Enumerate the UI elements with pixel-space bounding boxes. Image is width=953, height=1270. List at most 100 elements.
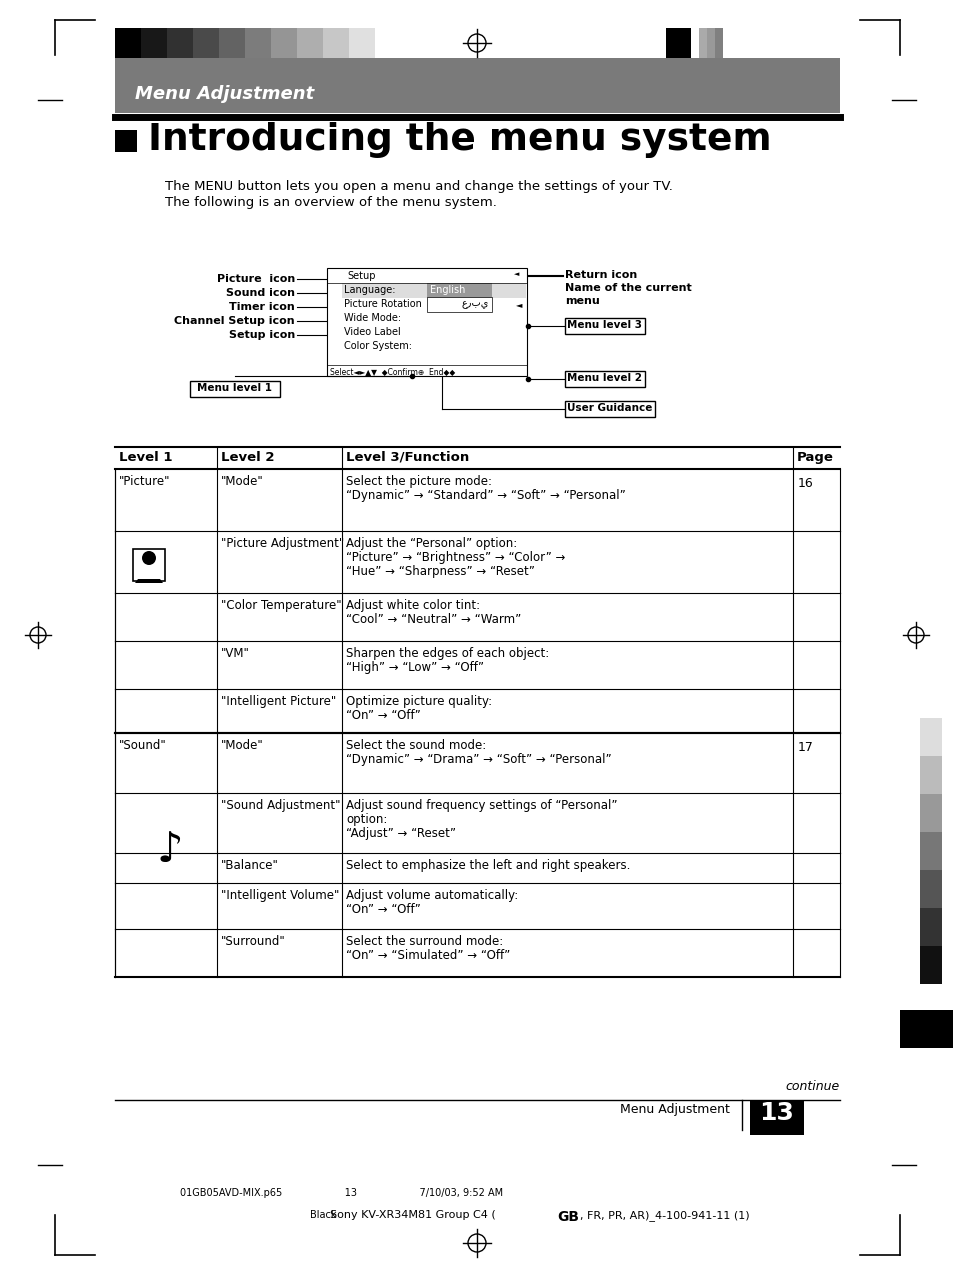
Text: Select the picture mode:: Select the picture mode:	[346, 475, 492, 488]
Text: Adjust white color tint:: Adjust white color tint:	[346, 599, 479, 612]
Bar	[749, 1100, 803, 1135]
Text: Introducing the menu system: Introducing the menu system	[148, 122, 771, 157]
Bar	[115, 58, 840, 113]
Text: menu: menu	[564, 296, 599, 306]
Bar	[919, 946, 941, 984]
Text: Timer icon: Timer icon	[229, 302, 294, 312]
Text: The following is an overview of the menu system.: The following is an overview of the menu…	[165, 196, 497, 210]
Bar	[919, 870, 941, 908]
Text: Select◄►▲▼  ◆Confirm⊕  End◆◆: Select◄►▲▼ ◆Confirm⊕ End◆◆	[330, 367, 455, 376]
Text: The MENU button lets you open a menu and change the settings of your TV.: The MENU button lets you open a menu and…	[165, 180, 672, 193]
Text: “Adjust” → “Reset”: “Adjust” → “Reset”	[346, 827, 456, 839]
Circle shape	[142, 551, 156, 565]
Text: عربي: عربي	[461, 298, 489, 309]
Text: Setup icon: Setup icon	[229, 330, 294, 340]
Text: “Dynamic” → “Drama” → “Soft” → “Personal”: “Dynamic” → “Drama” → “Soft” → “Personal…	[346, 753, 611, 766]
Bar	[564, 371, 644, 387]
Text: "Picture Adjustment": "Picture Adjustment"	[221, 537, 344, 550]
Text: 01GB05AVD-MIX.p65                    13                    7/10/03, 9:52 AM: 01GB05AVD-MIX.p65 13 7/10/03, 9:52 AM	[180, 1187, 502, 1198]
Text: "Intelligent Volume": "Intelligent Volume"	[221, 889, 339, 902]
Bar	[919, 794, 941, 832]
Text: Level 2: Level 2	[221, 451, 274, 464]
Bar	[919, 756, 941, 794]
Text: "Color Temperature": "Color Temperature"	[221, 599, 341, 612]
Text: Select to emphasize the left and right speakers.: Select to emphasize the left and right s…	[346, 859, 630, 872]
Text: Sharpen the edges of each object:: Sharpen the edges of each object:	[346, 646, 549, 660]
Bar	[919, 908, 941, 946]
Bar	[618, 28, 625, 58]
Text: Name of the current: Name of the current	[564, 283, 691, 293]
Bar	[349, 28, 375, 58]
Text: GB: GB	[557, 1210, 578, 1224]
Bar	[564, 401, 655, 417]
Bar	[115, 28, 141, 58]
Text: “Dynamic” → “Standard” → “Soft” → “Personal”: “Dynamic” → “Standard” → “Soft” → “Perso…	[346, 489, 625, 502]
Text: Sound icon: Sound icon	[226, 288, 294, 298]
Bar	[427, 297, 492, 312]
Text: "Surround": "Surround"	[221, 935, 286, 947]
Bar	[699, 28, 706, 58]
Text: "Mode": "Mode"	[221, 739, 263, 752]
Bar	[271, 28, 296, 58]
Text: "Mode": "Mode"	[221, 475, 263, 488]
Bar	[899, 1010, 953, 1048]
Text: continue: continue	[785, 1080, 840, 1093]
Text: “Hue” → “Sharpness” → “Reset”: “Hue” → “Sharpness” → “Reset”	[346, 565, 535, 578]
Bar	[641, 28, 649, 58]
Text: “On” → “Off”: “On” → “Off”	[346, 903, 420, 916]
Bar	[193, 28, 219, 58]
Text: "Intelligent Picture": "Intelligent Picture"	[221, 695, 335, 707]
Text: Menu level 3: Menu level 3	[567, 320, 641, 330]
Text: Adjust volume automatically:: Adjust volume automatically:	[346, 889, 517, 902]
Text: , FR, PR, AR)_4-100-941-11 (1): , FR, PR, AR)_4-100-941-11 (1)	[579, 1210, 749, 1220]
Bar	[132, 549, 165, 580]
Bar	[625, 28, 634, 58]
Text: Black: Black	[310, 1210, 336, 1220]
Text: Menu Adjustment: Menu Adjustment	[619, 1104, 729, 1116]
Text: Language:: Language:	[344, 284, 395, 295]
Bar	[649, 28, 658, 58]
Bar	[609, 28, 618, 58]
Text: "Balance": "Balance"	[221, 859, 278, 872]
Text: "Sound": "Sound"	[119, 739, 167, 752]
Bar	[427, 283, 492, 298]
Bar	[115, 130, 137, 152]
Bar	[141, 28, 167, 58]
Text: option:: option:	[346, 813, 387, 826]
Text: "VM": "VM"	[221, 646, 250, 660]
Text: Select the sound mode:: Select the sound mode:	[346, 739, 486, 752]
Bar	[327, 268, 526, 376]
Text: Sony KV-XR34M81 Group C4 (: Sony KV-XR34M81 Group C4 (	[330, 1210, 496, 1220]
Text: “Cool” → “Neutral” → “Warm”: “Cool” → “Neutral” → “Warm”	[346, 613, 520, 626]
Text: Picture Rotation: Picture Rotation	[344, 298, 421, 309]
Bar	[919, 832, 941, 870]
Text: English: English	[430, 284, 465, 295]
Text: “Picture” → “Brightness” → “Color” →: “Picture” → “Brightness” → “Color” →	[346, 551, 565, 564]
Bar	[665, 28, 690, 58]
Bar	[706, 28, 714, 58]
Bar	[714, 28, 722, 58]
Text: 17: 17	[797, 740, 813, 754]
Bar	[564, 318, 644, 334]
Text: “High” → “Low” → “Off”: “High” → “Low” → “Off”	[346, 660, 483, 674]
Text: "Sound Adjustment": "Sound Adjustment"	[221, 799, 340, 812]
Bar	[219, 28, 245, 58]
Text: “On” → “Off”: “On” → “Off”	[346, 709, 420, 723]
Text: ◄: ◄	[513, 271, 518, 277]
Text: Level 1: Level 1	[119, 451, 172, 464]
Text: Color System:: Color System:	[344, 342, 412, 351]
Bar	[634, 28, 641, 58]
Text: Page: Page	[796, 451, 833, 464]
Text: Adjust sound frequency settings of “Personal”: Adjust sound frequency settings of “Pers…	[346, 799, 617, 812]
Text: Optimize picture quality:: Optimize picture quality:	[346, 695, 492, 707]
Text: Select the surround mode:: Select the surround mode:	[346, 935, 503, 947]
Text: Channel Setup icon: Channel Setup icon	[174, 316, 294, 326]
Text: 16: 16	[797, 478, 813, 490]
Text: “On” → “Simulated” → “Off”: “On” → “Simulated” → “Off”	[346, 949, 510, 961]
Text: Menu Adjustment: Menu Adjustment	[135, 85, 314, 103]
Text: User Guidance: User Guidance	[567, 403, 652, 413]
Bar	[190, 381, 280, 398]
Bar	[245, 28, 271, 58]
Text: Menu level 2: Menu level 2	[567, 373, 641, 384]
Text: Setup: Setup	[347, 271, 375, 281]
